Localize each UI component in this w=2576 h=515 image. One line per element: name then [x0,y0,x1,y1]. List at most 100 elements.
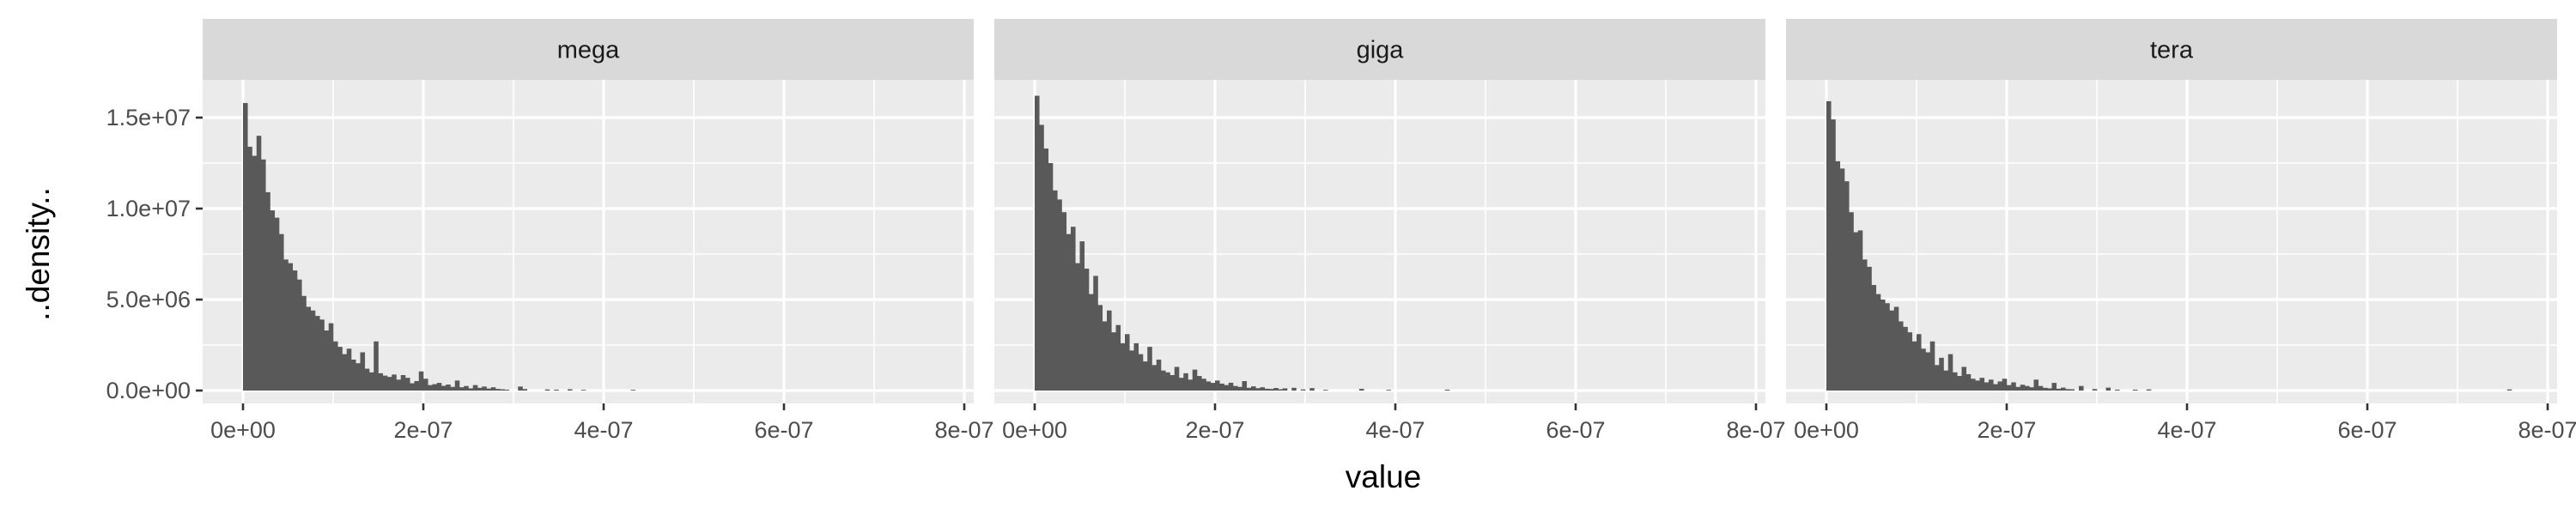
histogram-bar [1143,361,1148,391]
histogram-bar [2051,383,2057,391]
histogram-bar [369,372,374,391]
histogram-bar [1224,385,1230,391]
histogram-bar [1925,352,1931,391]
histogram-bar [1943,370,1949,391]
histogram-bar [270,210,276,391]
facet-panel-mega: mega 0e+00 2e-07 4e-07 6e-07 8e-07 0.0e+00 5.0e… [106,19,994,443]
histogram-bar [1097,305,1103,391]
histogram-bar [392,374,397,391]
histogram-bar [2015,386,2021,391]
histogram-bar [333,341,338,391]
x-tick-label: 0e+00 [1794,417,1859,443]
x-tick-label: 4e-07 [2157,417,2216,443]
histogram-bar [396,379,402,391]
facet-strip-label: tera [2150,37,2194,64]
x-tick-label: 0e+00 [210,417,276,443]
histogram-bar [554,389,559,391]
histogram-bar [1953,372,1958,391]
histogram-bar [2038,385,2044,391]
histogram-bar [1071,227,1076,391]
histogram-bar [1844,181,1850,391]
histogram-bar [1179,378,1184,391]
x-tick-label: 4e-07 [574,417,633,443]
histogram-bar [454,380,460,391]
histogram-bar [292,270,298,391]
y-tick-label: 1.0e+07 [106,196,191,221]
histogram-bar [2025,385,2030,391]
histogram-bar [288,263,294,391]
histogram-bar [1228,382,1234,391]
histogram-bar [1201,379,1206,391]
histogram-bar [1885,303,1890,391]
histogram-bar [486,388,492,391]
histogram-bar [2029,387,2034,391]
histogram-bar [279,233,284,391]
x-tick-label: 2e-07 [1185,417,1244,443]
y-axis-title: ..density.. [21,187,56,321]
histogram-bar [1210,383,1216,391]
histogram-bar [1061,212,1067,391]
histogram-bar [1911,341,1917,391]
histogram-bar [2020,385,2026,391]
histogram-bar [1174,367,1180,391]
histogram-bar [387,377,392,391]
histogram-bar [1161,370,1166,391]
histogram-bar [410,383,415,391]
facet-strip-label: mega [557,37,620,64]
histogram-bar [1359,389,1364,391]
histogram-bar [400,374,406,391]
histogram-bar [2069,389,2075,391]
histogram-bar [1853,232,1859,391]
histogram-bar [1039,124,1044,391]
facet-strip [203,19,974,80]
histogram-bar [1862,259,1868,391]
histogram-bar [1089,294,1094,391]
y-tick-label: 0.0e+00 [106,378,191,403]
histogram-bar [1215,380,1220,391]
histogram-bar [256,136,262,391]
histogram-bar [2043,387,2048,391]
histogram-bar [1129,350,1134,391]
histogram-bar [1903,326,1908,391]
histogram-bar [446,385,451,391]
histogram-bar [414,380,420,391]
histogram-bar [468,388,474,391]
histogram-bar [1839,168,1845,391]
x-axis-title: value [1346,459,1421,494]
facet-strip-label: giga [1357,37,1405,64]
histogram-bar [1242,380,1248,391]
histogram-bar [1170,374,1176,391]
histogram-bar [1929,341,1935,391]
histogram-bar [630,390,636,391]
histogram-bar [1111,332,1116,391]
histogram-bar [1993,384,1998,391]
histogram-bar [2115,389,2120,391]
histogram-bar [1102,321,1108,391]
x-tick-label: 8e-07 [934,417,993,443]
histogram-bar [324,330,330,391]
histogram-bar [252,155,258,391]
histogram-bar [2105,387,2111,391]
histogram-bar [1278,389,1284,391]
histogram-bar [1386,390,1392,391]
histogram-bar [1107,310,1112,391]
histogram-bar [1826,100,1832,391]
histogram-bar [351,359,356,391]
x-tick-label: 6e-07 [754,417,813,443]
histogram-bar [522,389,528,391]
facet-panel-tera: tera 0e+00 2e-07 4e-07 6e-07 8e-07 [1786,19,2576,443]
histogram-bar [1961,367,1967,391]
x-tick-label: 6e-07 [1546,417,1605,443]
histogram-bar [518,386,523,391]
x-tick-label: 8e-07 [2518,417,2576,443]
facet-strip [994,19,1765,80]
x-tick-label: 0e+00 [1002,417,1067,443]
histogram-bar [297,279,302,391]
histogram-bar [1035,95,1040,391]
histogram-bar [301,295,307,391]
histogram-bar [1115,324,1121,391]
histogram-bar [2146,389,2152,391]
histogram-bar [1979,378,1985,391]
histogram-bar [495,389,501,391]
histogram-bar [423,379,428,391]
